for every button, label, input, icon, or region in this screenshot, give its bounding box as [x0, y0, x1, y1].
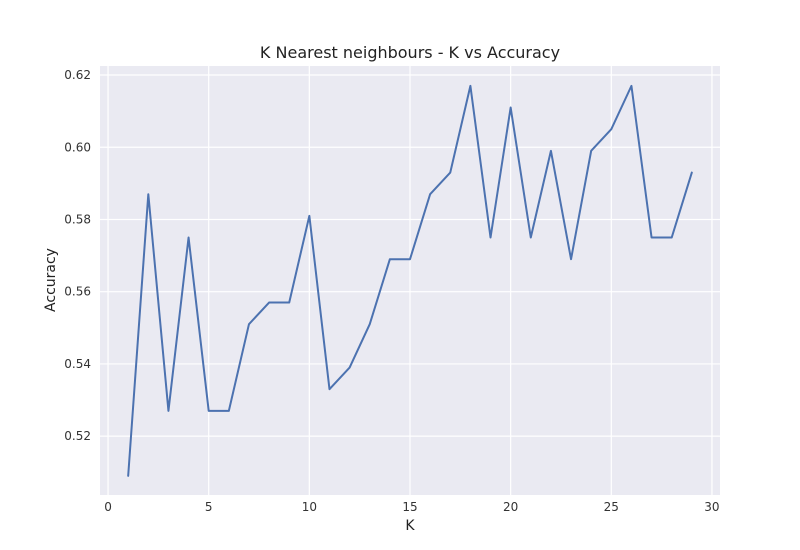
y-tick-label: 0.62 [64, 68, 91, 82]
x-tick-label: 0 [104, 500, 112, 514]
chart-title: K Nearest neighbours - K vs Accuracy [260, 43, 560, 62]
x-tick-label: 25 [604, 500, 619, 514]
series-layer [127, 84, 693, 477]
x-tick-label: 30 [704, 500, 719, 514]
y-tick-label: 0.60 [64, 140, 91, 154]
x-axis-label: K [405, 518, 415, 534]
y-tick-label: 0.52 [64, 429, 91, 443]
accuracy-line [127, 84, 693, 477]
x-tick-label: 10 [302, 500, 317, 514]
y-tick-label: 0.56 [64, 285, 91, 299]
y-axis-label: Accuracy [43, 248, 59, 312]
x-tick-label: 5 [205, 500, 213, 514]
x-tick-label: 15 [402, 500, 417, 514]
x-tick-label: 20 [503, 500, 518, 514]
x-axis-ticks: 0 5 10 15 20 25 30 [104, 500, 719, 514]
y-tick-label: 0.58 [64, 212, 91, 226]
y-axis-ticks: 0.52 0.54 0.56 0.58 0.60 0.62 [64, 68, 91, 443]
y-tick-label: 0.54 [64, 357, 91, 371]
